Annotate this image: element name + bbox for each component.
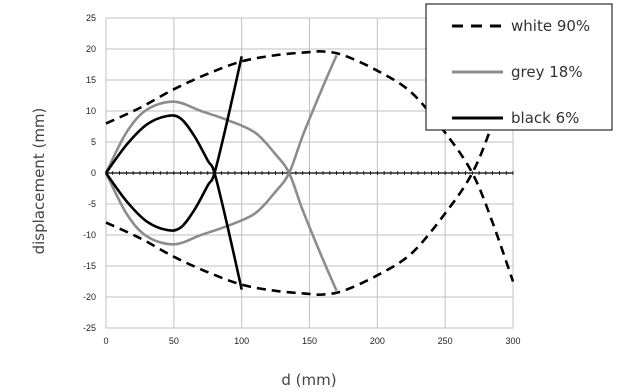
series-2-upper-line [104,114,243,290]
x-tick-label: 150 [302,336,317,346]
y-tick-label: -25 [83,323,96,333]
x-axis-label: d (mm) [281,371,336,389]
x-tick-label: 300 [505,336,520,346]
y-tick-label: 25 [86,13,96,23]
series-0-lower-line [105,64,515,297]
x-tick-label: 0 [103,336,108,346]
x-tick-label: 50 [169,336,179,346]
legend: white 90% grey 18% black 6% [425,3,613,131]
y-tick-label: -10 [83,230,96,240]
x-tick-label: 250 [438,336,453,346]
y-tick-label: 5 [91,137,96,147]
series-1-upper-line [104,100,338,292]
legend-label: white 90% [511,17,590,35]
y-tick-label: 20 [86,44,96,54]
y-tick-label: 0 [91,168,96,178]
series-2 [104,56,243,290]
legend-label: grey 18% [511,63,583,81]
legend-label: black 6% [511,109,579,127]
y-tick-label: -5 [88,199,96,209]
series-2-lower-line [104,56,243,232]
y-tick-label: -20 [83,292,96,302]
y-tick-label: -15 [83,261,96,271]
y-tick-label: 10 [86,106,96,116]
x-tick-label: 200 [370,336,385,346]
y-axis-label: displacement (mm) [30,108,48,255]
series-0-upper-line [105,49,515,282]
y-tick-label: 15 [86,75,96,85]
series-0 [105,49,515,297]
series-lines [104,49,515,297]
tick-labels: 0 50 100 150 200 250 3002520151050-5-10-15-20-… [83,13,521,346]
series-1-lower-line [104,54,338,246]
series-1 [104,54,338,292]
x-tick-label: 100 [234,336,249,346]
